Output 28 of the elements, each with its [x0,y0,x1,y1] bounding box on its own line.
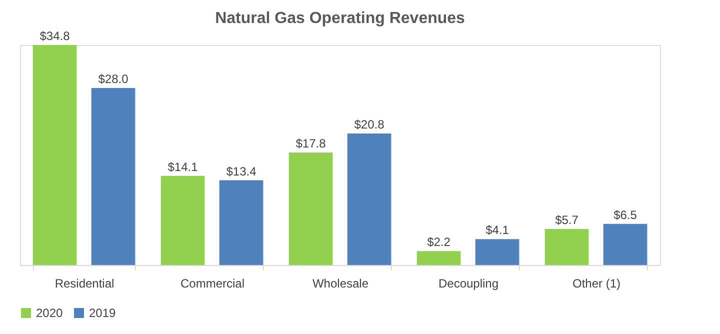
bar [91,88,136,265]
x-tick-label: Wholesale [312,276,369,290]
x-tick-label: Other (1) [572,276,621,290]
data-label: $2.2 [427,235,451,250]
bar [544,228,589,265]
legend-label: 2020 [36,306,64,320]
data-label: $6.5 [614,208,638,222]
x-tick-label: Decoupling [438,276,499,290]
chart-title: Natural Gas Operating Revenues [215,10,466,27]
x-tick-label: Commercial [180,276,245,290]
data-label: $14.1 [168,160,198,174]
data-label: $13.4 [226,164,257,178]
data-label: $4.1 [486,223,510,238]
bar [219,180,264,265]
bar [475,239,520,265]
data-label: $5.7 [555,212,579,227]
bar [32,45,77,265]
bar [160,176,205,265]
data-label: $28.0 [98,72,129,86]
bar [347,134,392,265]
bar [416,251,461,265]
data-label: $20.8 [354,118,385,132]
data-label: $34.8 [40,29,70,43]
bar [288,152,333,265]
x-tick-label: Residential [54,276,114,290]
bar [603,224,648,265]
data-label: $17.8 [296,136,326,150]
legend-label: 2019 [89,306,116,320]
